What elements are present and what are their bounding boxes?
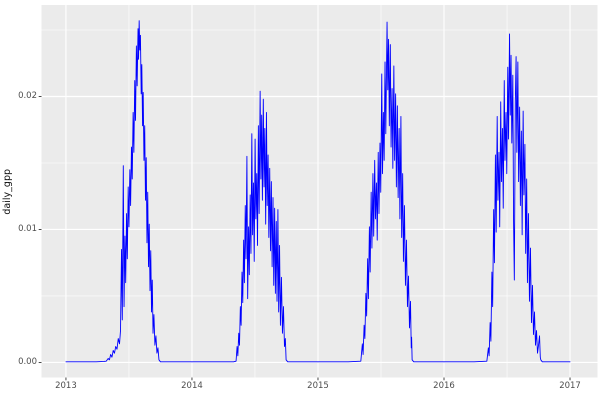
x-axis-tick-label: 2017: [559, 381, 581, 391]
x-axis-tick-label: 2015: [307, 381, 329, 391]
gpp-line-series: [65, 20, 571, 363]
y-axis-tick-labels: 0.00 0.01 0.02: [0, 0, 37, 400]
x-axis-tick-label: 2014: [181, 381, 203, 391]
x-axis-tick-label: 2016: [433, 381, 455, 391]
y-axis-tick-label: 0.02: [18, 91, 37, 102]
y-axis-tick-label: 0.00: [18, 357, 37, 368]
plot-panel: [41, 5, 598, 378]
y-axis-tick-label: 0.01: [18, 224, 37, 235]
axis-tick-marks: [38, 96, 571, 381]
x-axis-tick-label: 2013: [55, 381, 77, 391]
